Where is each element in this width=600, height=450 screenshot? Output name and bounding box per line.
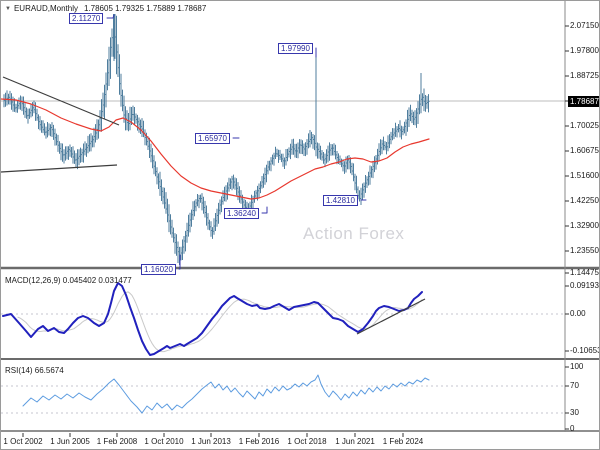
y-axis-label: 1.97800 xyxy=(570,46,599,55)
y-axis-label: 1.32900 xyxy=(570,221,599,230)
dropdown-arrow-icon[interactable]: ▼ xyxy=(5,6,11,12)
trendline xyxy=(2,76,120,126)
y-axis-label: 1.70025 xyxy=(570,121,599,130)
y-axis-label: 1.14475 xyxy=(570,268,599,277)
price-annotation: 1.42810 xyxy=(323,195,358,206)
annotation-connector xyxy=(261,206,268,214)
x-axis-label: 1 Oct 2018 xyxy=(287,437,327,446)
macd-axis-label: 0.00 xyxy=(570,309,586,318)
x-axis-label: 1 Jun 2013 xyxy=(191,437,231,446)
y-axis-label: 1.51600 xyxy=(570,171,599,180)
price-annotation: 1.16020 xyxy=(141,264,176,275)
x-axis-label: 1 Oct 2002 xyxy=(3,437,43,446)
macd-trendline xyxy=(356,298,426,335)
macd-signal-line xyxy=(17,291,423,353)
rsi-line xyxy=(22,374,430,414)
price-annotation: 2.11270 xyxy=(69,13,104,24)
rsi-indicator-label: RSI(14) 66.5674 xyxy=(5,366,64,375)
macd-axis-label: -0.106534 xyxy=(570,346,599,355)
ma-line xyxy=(1,98,430,200)
rsi-axis-label: 100 xyxy=(570,362,584,371)
x-axis-label: 1 Jun 2021 xyxy=(335,437,375,446)
price-annotation: 1.36240 xyxy=(224,208,259,219)
price-annotation: 1.65970 xyxy=(195,133,230,144)
ohlc-quotes-label: 1.78605 1.79325 1.75889 1.78687 xyxy=(83,4,207,13)
y-axis-label: 1.42250 xyxy=(570,196,599,205)
x-axis-label: 1 Jun 2005 xyxy=(50,437,90,446)
rsi-axis-label: 0 xyxy=(570,424,575,433)
macd-main-line xyxy=(2,282,423,356)
watermark: Action Forex xyxy=(303,224,405,243)
x-axis-label: 1 Feb 2008 xyxy=(96,437,138,446)
annotation-connector xyxy=(178,254,181,270)
macd-axis-label: 0.091935 xyxy=(570,281,599,290)
x-axis-label: 1 Feb 2016 xyxy=(238,437,280,446)
y-axis-label: 2.07150 xyxy=(570,21,599,30)
x-axis-label: 1 Feb 2024 xyxy=(382,437,424,446)
x-axis-label: 1 Oct 2010 xyxy=(144,437,184,446)
symbol-timeframe-label: EURAUD,Monthly xyxy=(13,4,78,13)
macd-indicator-label: MACD(12,26,9) 0.045402 0.031477 xyxy=(5,276,132,285)
y-axis-label: 1.88725 xyxy=(570,71,599,80)
price-annotation: 1.97990 xyxy=(278,43,313,54)
rsi-axis-label: 30 xyxy=(570,408,579,417)
annotation-connector xyxy=(106,14,115,19)
y-axis-label: 1.60675 xyxy=(570,146,599,155)
trendline xyxy=(1,164,118,173)
rsi-axis-label: 70 xyxy=(570,381,579,390)
chart-title: ▼ EURAUD,Monthly 1.78605 1.79325 1.75889 1… xyxy=(5,4,206,14)
y-axis-label: 1.23550 xyxy=(570,246,599,255)
current-price-box: 1.78687 xyxy=(568,95,599,107)
